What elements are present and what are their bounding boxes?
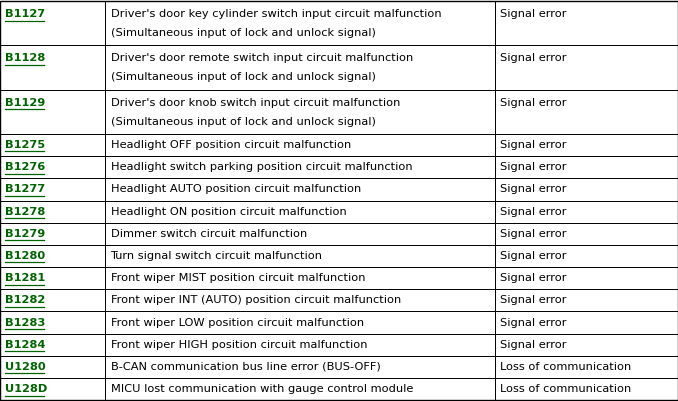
Bar: [495, 289, 678, 312]
Text: Front wiper MIST position circuit malfunction: Front wiper MIST position circuit malfun…: [111, 273, 365, 283]
Text: B1284: B1284: [5, 340, 46, 350]
Text: Signal error: Signal error: [500, 9, 567, 19]
Text: Signal error: Signal error: [500, 162, 567, 172]
Text: Headlight ON position circuit malfunction: Headlight ON position circuit malfunctio…: [111, 207, 346, 217]
Bar: [105, 1, 495, 45]
Text: Signal error: Signal error: [500, 251, 567, 261]
Text: Signal error: Signal error: [500, 98, 567, 108]
Text: B1127: B1127: [5, 9, 45, 19]
Text: Signal error: Signal error: [500, 296, 567, 305]
Bar: [105, 334, 495, 356]
Text: (Simultaneous input of lock and unlock signal): (Simultaneous input of lock and unlock s…: [111, 117, 376, 126]
Bar: [495, 378, 678, 400]
Text: B1281: B1281: [5, 273, 45, 283]
Bar: [495, 245, 678, 267]
Text: B1280: B1280: [5, 251, 45, 261]
Text: B1278: B1278: [5, 207, 45, 217]
Bar: [105, 156, 495, 178]
Bar: [0, 289, 105, 312]
Text: U1280: U1280: [5, 362, 46, 372]
Text: Signal error: Signal error: [500, 318, 567, 328]
Bar: [0, 245, 105, 267]
Text: Headlight switch parking position circuit malfunction: Headlight switch parking position circui…: [111, 162, 412, 172]
Bar: [105, 267, 495, 289]
Text: B1275: B1275: [5, 140, 45, 150]
Bar: [495, 1, 678, 45]
Bar: [495, 267, 678, 289]
Bar: [105, 312, 495, 334]
Bar: [105, 223, 495, 245]
Bar: [495, 134, 678, 156]
Text: Driver's door key cylinder switch input circuit malfunction: Driver's door key cylinder switch input …: [111, 9, 441, 19]
Text: Signal error: Signal error: [500, 207, 567, 217]
Bar: [495, 356, 678, 378]
Text: B1282: B1282: [5, 296, 45, 305]
Bar: [495, 200, 678, 223]
Bar: [495, 45, 678, 89]
Text: B1128: B1128: [5, 53, 45, 63]
Bar: [105, 289, 495, 312]
Bar: [0, 334, 105, 356]
Bar: [0, 89, 105, 134]
Text: Signal error: Signal error: [500, 273, 567, 283]
Text: B-CAN communication bus line error (BUS-OFF): B-CAN communication bus line error (BUS-…: [111, 362, 380, 372]
Bar: [0, 312, 105, 334]
Text: B1276: B1276: [5, 162, 45, 172]
Bar: [105, 200, 495, 223]
Bar: [0, 45, 105, 89]
Bar: [105, 45, 495, 89]
Text: B1277: B1277: [5, 184, 45, 194]
Text: Dimmer switch circuit malfunction: Dimmer switch circuit malfunction: [111, 229, 306, 239]
Bar: [0, 378, 105, 400]
Text: Loss of communication: Loss of communication: [500, 384, 632, 394]
Bar: [105, 356, 495, 378]
Bar: [495, 312, 678, 334]
Text: Driver's door knob switch input circuit malfunction: Driver's door knob switch input circuit …: [111, 98, 400, 108]
Bar: [0, 1, 105, 45]
Text: Signal error: Signal error: [500, 140, 567, 150]
Bar: [495, 178, 678, 200]
Bar: [495, 334, 678, 356]
Bar: [495, 223, 678, 245]
Bar: [495, 89, 678, 134]
Bar: [0, 267, 105, 289]
Bar: [0, 178, 105, 200]
Bar: [105, 245, 495, 267]
Bar: [0, 223, 105, 245]
Text: Turn signal switch circuit malfunction: Turn signal switch circuit malfunction: [111, 251, 323, 261]
Text: (Simultaneous input of lock and unlock signal): (Simultaneous input of lock and unlock s…: [111, 28, 376, 38]
Text: Headlight OFF position circuit malfunction: Headlight OFF position circuit malfuncti…: [111, 140, 351, 150]
Text: Headlight AUTO position circuit malfunction: Headlight AUTO position circuit malfunct…: [111, 184, 361, 194]
Text: B1129: B1129: [5, 98, 45, 108]
Text: Signal error: Signal error: [500, 229, 567, 239]
Bar: [0, 356, 105, 378]
Text: Front wiper INT (AUTO) position circuit malfunction: Front wiper INT (AUTO) position circuit …: [111, 296, 401, 305]
Text: (Simultaneous input of lock and unlock signal): (Simultaneous input of lock and unlock s…: [111, 72, 376, 82]
Text: B1283: B1283: [5, 318, 46, 328]
Text: Signal error: Signal error: [500, 184, 567, 194]
Bar: [495, 156, 678, 178]
Text: B1279: B1279: [5, 229, 45, 239]
Bar: [0, 156, 105, 178]
Text: MICU lost communication with gauge control module: MICU lost communication with gauge contr…: [111, 384, 413, 394]
Text: Loss of communication: Loss of communication: [500, 362, 632, 372]
Bar: [105, 134, 495, 156]
Text: Driver's door remote switch input circuit malfunction: Driver's door remote switch input circui…: [111, 53, 413, 63]
Text: Front wiper LOW position circuit malfunction: Front wiper LOW position circuit malfunc…: [111, 318, 363, 328]
Text: Signal error: Signal error: [500, 53, 567, 63]
Bar: [0, 200, 105, 223]
Text: Signal error: Signal error: [500, 340, 567, 350]
Bar: [105, 89, 495, 134]
Text: U128D: U128D: [5, 384, 47, 394]
Bar: [0, 134, 105, 156]
Bar: [105, 378, 495, 400]
Bar: [105, 178, 495, 200]
Text: Front wiper HIGH position circuit malfunction: Front wiper HIGH position circuit malfun…: [111, 340, 367, 350]
